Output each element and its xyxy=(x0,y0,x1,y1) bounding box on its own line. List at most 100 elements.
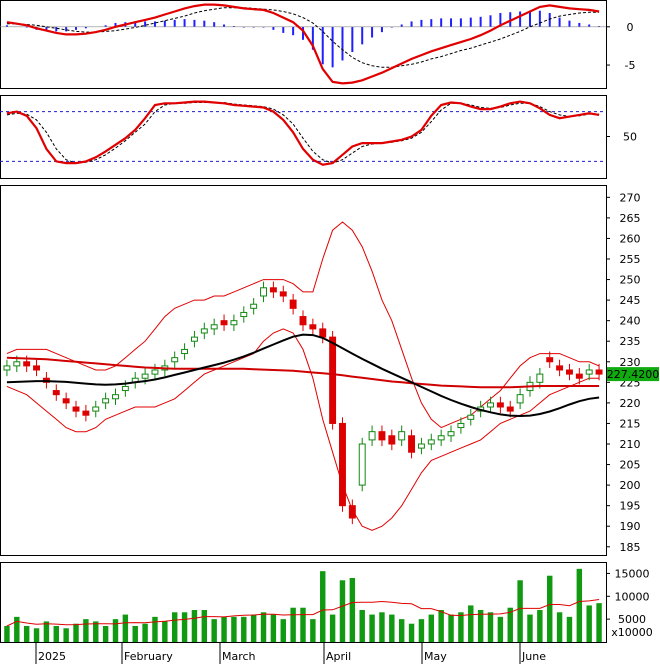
candle-body xyxy=(299,316,307,326)
x-tick-label: May xyxy=(424,650,447,663)
moving-average-black xyxy=(6,333,600,418)
volume-bar xyxy=(320,571,326,642)
candle-body xyxy=(52,390,60,396)
stochastic-panel: 50 xyxy=(0,100,637,166)
price-y-tick-label: 205 xyxy=(620,459,641,472)
volume-bar xyxy=(102,626,109,642)
candle-body xyxy=(447,431,455,437)
volume-bar xyxy=(53,626,59,642)
candle-body xyxy=(289,299,297,309)
volume-bar xyxy=(418,619,425,642)
price-y-tick-label: 245 xyxy=(620,294,641,307)
candle-body xyxy=(220,320,228,326)
candle-body xyxy=(3,365,11,371)
volume-bar xyxy=(339,580,346,642)
candle-body xyxy=(556,365,564,371)
volume-bar xyxy=(270,614,277,642)
volume-bar xyxy=(408,623,415,642)
candle-body xyxy=(565,369,573,375)
volume-bar xyxy=(477,610,484,642)
price-y-tick-label: 185 xyxy=(620,541,641,554)
candle-body xyxy=(408,435,416,453)
volume-bar xyxy=(63,628,69,642)
x-tick-label: 2025 xyxy=(38,650,66,663)
price-y-tick-label: 210 xyxy=(620,438,641,451)
volume-bar xyxy=(576,568,583,642)
volume-bar xyxy=(231,616,237,642)
price-y-tick-label: 195 xyxy=(620,500,641,513)
x-tick-label: April xyxy=(326,650,351,663)
price-y-tick-label: 230 xyxy=(620,356,641,369)
candle-body xyxy=(339,422,346,507)
candle-body xyxy=(329,336,337,424)
volume-bar xyxy=(329,614,336,642)
price-y-tick-label: 260 xyxy=(620,232,641,245)
chart-frames xyxy=(0,0,607,643)
candle-body xyxy=(417,443,425,449)
price-y-tick-label: 250 xyxy=(620,274,641,287)
candle-body xyxy=(467,414,475,420)
candle-body xyxy=(23,361,31,367)
candle-body xyxy=(33,365,41,371)
candle-body xyxy=(200,328,208,334)
candle-body xyxy=(516,394,524,404)
candle-body xyxy=(230,320,238,326)
candle-body xyxy=(13,361,21,367)
volume-bar xyxy=(547,575,553,642)
volume-bar xyxy=(497,616,504,642)
candle-body xyxy=(388,435,396,445)
candle-body xyxy=(151,369,159,375)
price-y-tick-label: 190 xyxy=(620,520,641,533)
volume-bar xyxy=(23,626,30,642)
volume-bar xyxy=(211,619,217,642)
volume-y-tick-label: 10000 xyxy=(615,590,650,603)
candle-body xyxy=(309,324,317,330)
candle-body xyxy=(112,394,119,400)
candle-body xyxy=(585,369,593,375)
macd-y-tick-label: 0 xyxy=(627,21,634,34)
volume-bar xyxy=(300,607,306,642)
price-y-tick-label: 255 xyxy=(620,253,641,266)
last-price-label: 227.4200 xyxy=(607,368,660,381)
volume-bar xyxy=(379,612,385,642)
volume-bar xyxy=(468,605,474,642)
volume-bar xyxy=(152,616,158,642)
volume-bar xyxy=(290,607,296,642)
volume-bar xyxy=(112,619,119,642)
candle-body xyxy=(121,385,129,392)
price-y-tick-label: 235 xyxy=(620,335,641,348)
candle-body xyxy=(378,431,386,441)
candle-body xyxy=(181,348,189,355)
bollinger-upper-band xyxy=(6,221,600,429)
volume-bar xyxy=(527,614,533,642)
macd-y-tick-label: -5 xyxy=(625,59,636,72)
candle-body xyxy=(240,311,248,318)
candle-body xyxy=(506,406,514,412)
candle-body xyxy=(269,287,277,293)
macd-frame xyxy=(0,0,607,89)
volume-bar xyxy=(14,616,20,642)
candle-body xyxy=(141,373,149,379)
volume-bar xyxy=(448,614,454,642)
volume-bar xyxy=(487,612,494,642)
candle-body xyxy=(62,398,70,404)
volume-bar xyxy=(458,612,464,642)
macd-line xyxy=(6,3,600,85)
x-tick-label: February xyxy=(124,650,173,663)
candle-body xyxy=(496,402,504,408)
candle-body xyxy=(250,303,258,309)
price-y-tick-label: 270 xyxy=(620,191,641,204)
candle-body xyxy=(102,398,110,404)
volume-bar xyxy=(83,619,89,642)
candle-body xyxy=(427,439,435,445)
volume-bar xyxy=(260,612,267,642)
volume-bar xyxy=(241,616,247,642)
volume-bar xyxy=(398,619,405,642)
volume-bar xyxy=(369,614,375,642)
volume-bar xyxy=(507,607,513,642)
candle-body xyxy=(457,422,465,429)
volume-bar xyxy=(4,626,10,642)
last-price-marker xyxy=(607,367,659,382)
x-tick-label: June xyxy=(521,650,546,663)
